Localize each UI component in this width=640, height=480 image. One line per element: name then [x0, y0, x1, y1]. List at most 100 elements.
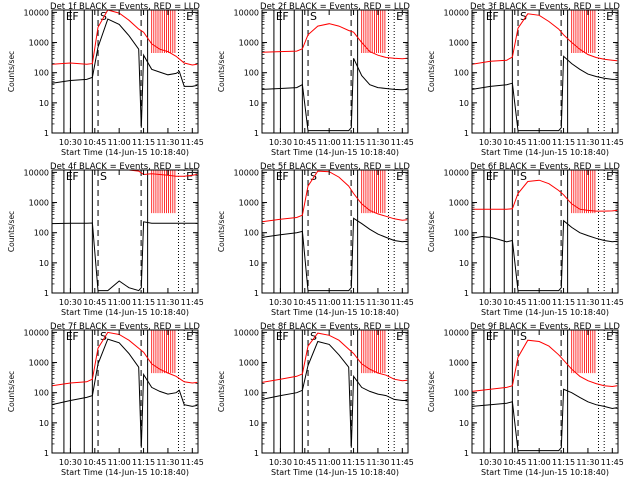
plot-frame	[261, 329, 409, 454]
y-tick-label: 10000	[234, 8, 259, 17]
y-tick-label: 1	[44, 449, 49, 458]
x-tick-label: 11:30	[366, 298, 389, 307]
x-axis-label: Start Time (14-Jun-15 10:18:40)	[271, 468, 399, 477]
x-tick-label: 11:30	[576, 138, 599, 147]
series-lld-spikes	[571, 10, 596, 53]
marker-label: E	[186, 10, 193, 23]
y-axis-label: Counts/sec	[217, 211, 226, 252]
marker-label: E	[276, 10, 283, 23]
x-tick-label: 11:45	[601, 138, 624, 147]
series-lld	[52, 10, 198, 66]
series-lld-spikes	[151, 170, 176, 214]
plot-frame	[261, 9, 409, 134]
y-axis-label: Counts/sec	[217, 51, 226, 92]
series-lld-spikes	[571, 330, 596, 374]
plot-frame	[471, 329, 619, 454]
x-tick-label: 10:45	[503, 458, 526, 467]
series-lld-spikes	[151, 330, 176, 374]
y-tick-label: 10000	[234, 328, 259, 337]
x-tick-label: 11:00	[528, 138, 551, 147]
y-tick-label: 1000	[239, 359, 259, 368]
y-tick-label: 100	[454, 389, 469, 398]
marker-label: F	[72, 330, 78, 343]
series-events	[472, 219, 618, 292]
series-lld	[52, 170, 198, 177]
x-tick-label: 10:45	[293, 458, 316, 467]
y-tick-label: 1000	[29, 199, 49, 208]
plot-frame	[471, 169, 619, 294]
x-tick-label: 11:45	[391, 138, 414, 147]
marker-label: F	[72, 170, 78, 183]
series-lld-spikes	[361, 10, 386, 53]
y-tick-label: 10	[459, 99, 469, 108]
marker-label: E	[66, 330, 73, 343]
series-lld	[52, 331, 198, 387]
series-lld-spikes	[361, 330, 386, 374]
x-tick-label: 11:00	[108, 298, 131, 307]
series-events	[52, 338, 198, 448]
panel-title: Det 9f BLACK = Events, RED = LLD	[470, 322, 620, 332]
x-tick-label: 10:30	[269, 298, 292, 307]
x-tick-label: 10:30	[59, 138, 82, 147]
marker-label: E	[396, 330, 403, 343]
marker-label: F	[282, 170, 288, 183]
y-tick-label: 10000	[234, 168, 259, 177]
marker-label: E	[66, 10, 73, 23]
y-axis-label: Counts/sec	[427, 211, 436, 252]
y-tick-label: 1	[254, 129, 259, 138]
x-tick-label: 11:45	[181, 138, 204, 147]
marker-label: F	[492, 330, 498, 343]
x-tick-label: 11:15	[342, 458, 365, 467]
marker-label: E	[186, 170, 193, 183]
x-tick-label: 11:30	[156, 138, 179, 147]
panel-title: Det 5f BLACK = Events, RED = LLD	[260, 162, 410, 172]
x-tick-label: 11:00	[318, 298, 341, 307]
marker-label: S	[520, 170, 527, 183]
y-axis-label: Counts/sec	[7, 371, 16, 412]
plot-frame	[471, 9, 619, 134]
marker-label: S	[520, 330, 527, 343]
x-tick-label: 11:15	[552, 458, 575, 467]
y-tick-label: 1000	[449, 359, 469, 368]
x-tick-label: 11:30	[576, 298, 599, 307]
x-tick-label: 11:45	[181, 298, 204, 307]
y-tick-label: 10	[459, 259, 469, 268]
y-tick-label: 100	[34, 69, 49, 78]
y-tick-label: 10000	[444, 8, 469, 17]
x-tick-label: 11:15	[552, 138, 575, 147]
marker-label: F	[492, 10, 498, 23]
x-axis-label: Start Time (14-Jun-15 10:18:40)	[61, 148, 189, 157]
marker-label: S	[310, 170, 317, 183]
y-axis-label: Counts/sec	[7, 51, 16, 92]
x-tick-label: 11:00	[108, 458, 131, 467]
y-tick-label: 100	[454, 229, 469, 238]
x-tick-label: 10:30	[269, 458, 292, 467]
marker-label: E	[276, 170, 283, 183]
y-tick-label: 1000	[449, 39, 469, 48]
series-events	[52, 221, 198, 292]
marker-label: E	[276, 330, 283, 343]
marker-label: E	[396, 10, 403, 23]
x-axis-label: Start Time (14-Jun-15 10:18:40)	[481, 468, 609, 477]
x-tick-label: 11:00	[318, 458, 341, 467]
y-tick-label: 100	[454, 69, 469, 78]
marker-label: E	[606, 170, 613, 183]
marker-label: S	[310, 330, 317, 343]
x-tick-label: 10:45	[503, 138, 526, 147]
y-tick-label: 100	[244, 389, 259, 398]
x-tick-label: 11:15	[342, 138, 365, 147]
x-axis-label: Start Time (14-Jun-15 10:18:40)	[271, 308, 399, 317]
y-tick-label: 10	[39, 419, 49, 428]
y-tick-label: 100	[244, 69, 259, 78]
plot-frame	[51, 9, 199, 134]
marker-label: F	[492, 170, 498, 183]
x-tick-label: 10:30	[479, 458, 502, 467]
series-lld-spikes	[361, 170, 386, 214]
y-tick-label: 10000	[24, 168, 49, 177]
